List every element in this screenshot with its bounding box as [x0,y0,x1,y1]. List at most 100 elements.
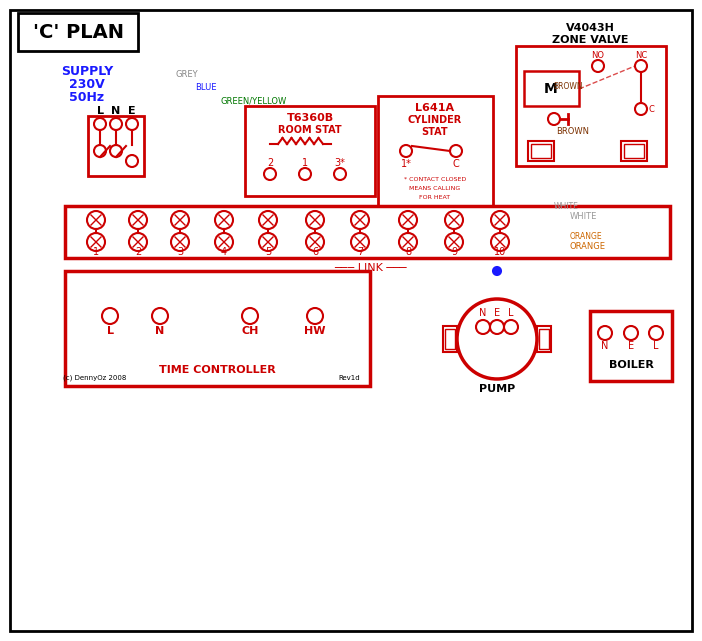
Text: 7: 7 [357,247,363,257]
Bar [537,326,551,352]
Text: 3: 3 [177,247,183,257]
Circle shape [87,211,105,229]
Text: BOILER: BOILER [609,360,654,370]
Text: MEANS CALLING: MEANS CALLING [409,185,461,190]
Bar [88,116,144,176]
Circle shape [129,233,147,251]
Circle shape [476,320,490,334]
Text: ─── LINK ───: ─── LINK ─── [333,263,406,273]
Circle shape [504,320,518,334]
Text: E: E [494,308,500,318]
Circle shape [598,326,612,340]
Text: NO: NO [592,51,604,60]
Bar [245,106,375,196]
Circle shape [242,308,258,324]
Text: 2: 2 [267,158,273,168]
Text: 'C' PLAN: 'C' PLAN [32,22,124,42]
Text: 1*: 1* [401,159,411,169]
Circle shape [171,233,189,251]
Bar [445,329,455,349]
Circle shape [171,211,189,229]
Circle shape [490,320,504,334]
Circle shape [102,308,118,324]
Text: (c) DennyOz 2008: (c) DennyOz 2008 [63,375,126,381]
Text: M: M [544,82,558,96]
Text: GREEN/YELLOW: GREEN/YELLOW [220,97,286,106]
Text: 5: 5 [265,247,271,257]
Text: L: L [96,106,103,116]
Text: ROOM STAT: ROOM STAT [278,125,342,135]
Text: C: C [648,104,654,113]
Text: 2: 2 [135,247,141,257]
Text: * CONTACT CLOSED: * CONTACT CLOSED [404,176,466,181]
Text: GREY: GREY [175,69,198,78]
Text: ORANGE: ORANGE [570,232,602,241]
Circle shape [215,211,233,229]
Circle shape [493,267,501,275]
Bar [443,326,457,352]
Text: FOR HEAT: FOR HEAT [419,194,451,199]
Text: CYLINDER: CYLINDER [408,115,462,125]
Text: NC: NC [635,51,647,60]
Circle shape [592,60,604,72]
Text: 9: 9 [451,247,457,257]
Circle shape [306,211,324,229]
Circle shape [635,60,647,72]
Circle shape [94,118,106,130]
Text: CH: CH [241,326,259,336]
Text: HW: HW [304,326,326,336]
Text: SUPPLY: SUPPLY [61,65,113,78]
Text: TIME CONTROLLER: TIME CONTROLLER [159,365,275,375]
Bar [378,96,493,211]
Circle shape [491,211,509,229]
Text: C: C [453,159,459,169]
Circle shape [299,168,311,180]
Circle shape [87,233,105,251]
Bar [524,71,579,106]
Bar [18,13,138,51]
Text: WHITE: WHITE [570,212,597,221]
Text: PUMP: PUMP [479,384,515,394]
Circle shape [445,211,463,229]
Circle shape [215,233,233,251]
Text: 1: 1 [93,247,99,257]
Bar [65,206,670,258]
Text: V4043H: V4043H [566,23,614,33]
Text: E: E [628,341,634,351]
Text: E: E [128,106,135,116]
Circle shape [491,233,509,251]
Text: STAT: STAT [422,127,449,137]
Text: N: N [112,106,121,116]
Text: L: L [107,326,114,336]
Text: L: L [508,308,514,318]
Circle shape [399,233,417,251]
Text: L641A: L641A [416,103,455,113]
Circle shape [126,155,138,167]
Circle shape [457,299,537,379]
Circle shape [264,168,276,180]
Bar [539,329,549,349]
Circle shape [110,145,122,157]
Circle shape [445,233,463,251]
Circle shape [351,211,369,229]
Circle shape [126,118,138,130]
Circle shape [399,211,417,229]
Circle shape [306,233,324,251]
Bar [621,141,647,161]
Text: T6360B: T6360B [286,113,333,123]
Circle shape [110,118,122,130]
Text: ZONE VALVE: ZONE VALVE [552,35,628,45]
Circle shape [334,168,346,180]
Bar [528,141,554,161]
Text: BROWN: BROWN [553,82,583,91]
Bar [531,144,551,158]
Circle shape [548,113,560,125]
Text: 8: 8 [405,247,411,257]
Circle shape [450,145,462,157]
Text: WHITE: WHITE [554,202,579,211]
Text: N: N [155,326,165,336]
Bar [516,46,666,166]
Text: L: L [654,341,658,351]
Circle shape [635,103,647,115]
Text: 6: 6 [312,247,318,257]
